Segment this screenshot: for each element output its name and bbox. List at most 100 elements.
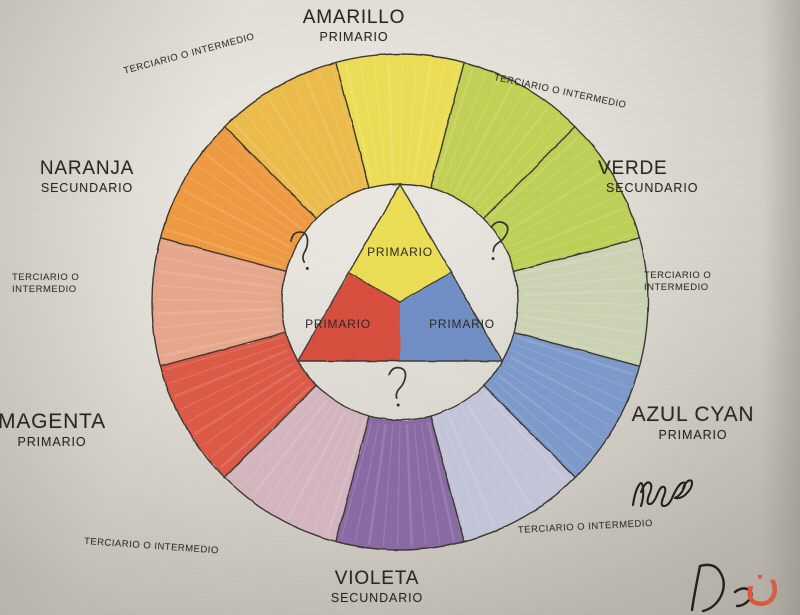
segment-streak [223, 132, 311, 219]
inner-primary-sector-top [348, 184, 452, 302]
label-tertiary-left: TERCIARIO O INTERMEDIO [12, 272, 79, 296]
segment-streak [255, 104, 328, 204]
segment-divider [335, 62, 371, 189]
segment-streak [506, 181, 613, 242]
wheel-segment-amarillo [335, 54, 465, 189]
segment-streak [304, 76, 353, 190]
signature-barbara [631, 479, 694, 508]
segment-streak [509, 194, 620, 248]
segment-streak [512, 206, 626, 255]
segment-divider [513, 237, 640, 273]
segment-streak [313, 417, 359, 531]
segment-streak [176, 202, 288, 254]
segment-streak [211, 380, 307, 458]
segment-streak [160, 256, 279, 282]
segment-streak [331, 67, 366, 185]
segment-streak [472, 107, 549, 205]
outer-circle [151, 53, 649, 551]
segment-streak [497, 374, 595, 451]
segment-streak [382, 424, 394, 546]
segment-streak [163, 242, 281, 275]
label-amarillo-main: AMARILLO [302, 7, 406, 28]
segment-streak [354, 423, 380, 542]
segment-streak [396, 424, 401, 547]
segment-streak [521, 314, 643, 335]
segment-streak [326, 419, 366, 536]
segment-streak [472, 400, 545, 500]
segment-streak [413, 424, 427, 545]
segment-divider [160, 331, 287, 367]
segment-streak [493, 380, 586, 462]
label-azul-cyan: AZUL CYAN PRIMARIO [618, 403, 768, 443]
question-mark-bottom [388, 366, 407, 407]
label-violeta-main: VIOLETA [334, 568, 420, 589]
segment-streak [483, 390, 567, 483]
segment-streak [251, 399, 328, 497]
segment-streak [275, 408, 340, 513]
segment-streak [519, 329, 637, 362]
wheel-segment-verde-cyan [513, 237, 648, 367]
segment-streak [515, 220, 631, 261]
inner-primary-sector-bottom-right [400, 272, 503, 361]
segment-streak [515, 343, 629, 389]
label-magenta: MAGENTA PRIMARIO [0, 410, 122, 450]
segment-streak [214, 142, 307, 224]
segment-streak [454, 411, 508, 522]
inner-sector-label-bottom-right: PRIMARIO [429, 317, 495, 331]
segment-streak [405, 424, 413, 546]
label-verde-sub: SECUNDARIO [606, 180, 699, 195]
segment-streak [205, 153, 303, 230]
segment-streak [509, 356, 618, 415]
segment-streak [156, 307, 278, 315]
segment-divider [160, 237, 287, 273]
inner-sector-spoke [348, 271, 401, 303]
segment-divider [224, 126, 318, 220]
segment-streak [182, 189, 291, 248]
segment-streak [412, 59, 433, 181]
segment-streak [420, 423, 441, 543]
wheel-segment-violeta [335, 415, 465, 550]
label-tertiary-right: TERCIARIO O INTERMEDIO [644, 270, 711, 294]
segment-streak [156, 284, 278, 296]
segment-streak [189, 177, 294, 242]
segment-streak [171, 215, 285, 261]
segment-streak [318, 71, 359, 187]
segment-streak [367, 423, 388, 545]
segment-streak [197, 165, 298, 235]
question-marks [290, 221, 509, 407]
segment-streak [266, 96, 334, 200]
segment-streak [441, 417, 482, 533]
segment-streak [344, 63, 373, 183]
segment-divider [482, 384, 576, 478]
segment-divider [429, 415, 465, 542]
pencil-texture [155, 57, 645, 547]
wheel-segments [152, 54, 648, 550]
segment-streak [157, 269, 279, 290]
segment-streak [399, 57, 404, 180]
wheel-segment-naranja [160, 126, 317, 272]
segment-divider [513, 331, 640, 367]
construction-line [297, 272, 350, 362]
inner-sector-spoke [399, 271, 452, 303]
inner-primary-sector-bottom-left [297, 272, 400, 361]
label-verde: VERDE SECUNDARIO [598, 158, 728, 195]
segment-streak [521, 322, 640, 348]
segment-streak [522, 301, 645, 306]
segment-streak [427, 421, 456, 541]
segment-streak [434, 419, 469, 537]
segment-streak [359, 61, 380, 181]
segment-streak [219, 385, 312, 469]
segment-streak [292, 82, 346, 193]
corner-arabic-glyph-icon: ن [744, 552, 781, 610]
signature-group [631, 479, 753, 613]
segment-streak [434, 68, 474, 185]
segment-streak [387, 58, 395, 180]
segment-streak [489, 385, 577, 472]
wheel-segment-verde-amarillo [430, 62, 576, 219]
inner-sector-label-bottom-left: PRIMARIO [305, 317, 371, 331]
segment-streak [340, 421, 373, 539]
segment-streak [460, 91, 525, 196]
label-naranja-main: NARANJA [39, 158, 135, 179]
